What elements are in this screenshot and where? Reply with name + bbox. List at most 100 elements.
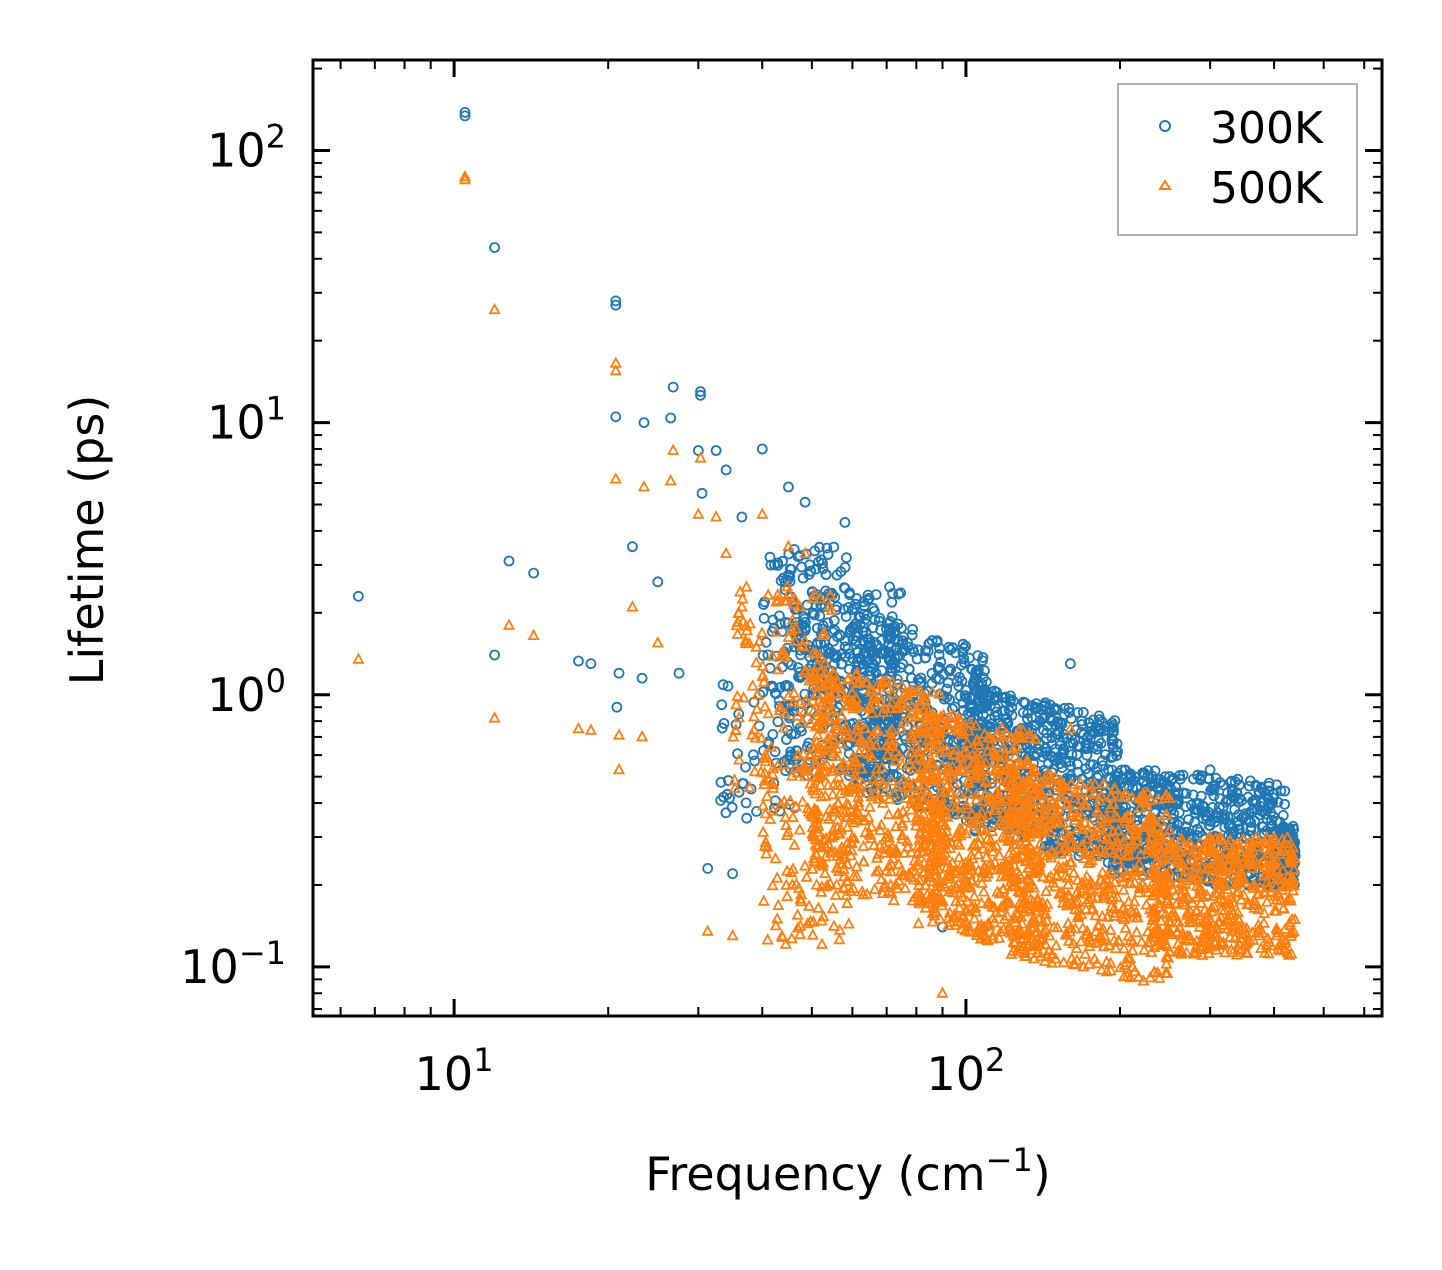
point-500K <box>1021 805 1034 817</box>
point-300K <box>1216 811 1227 823</box>
point-500K <box>1114 960 1127 973</box>
point-500K <box>934 710 947 722</box>
point-500K <box>843 765 856 777</box>
point-500K <box>1198 903 1212 915</box>
point-500K <box>997 750 1010 762</box>
point-500K <box>1115 862 1129 874</box>
point-500K <box>1050 869 1063 881</box>
point-500K <box>913 707 927 720</box>
point-500K <box>1198 934 1211 946</box>
point-300K <box>907 643 919 655</box>
point-300K <box>820 569 832 580</box>
point-500K <box>994 900 1008 913</box>
point-500K <box>1198 930 1212 943</box>
point-500K <box>1285 926 1299 938</box>
point-500K <box>1084 841 1098 853</box>
point-300K <box>885 627 897 638</box>
point-500K <box>1233 870 1246 883</box>
point-500K <box>930 835 944 848</box>
point-500K <box>1104 789 1118 801</box>
point-500K <box>1027 952 1041 964</box>
point-500K <box>842 785 855 797</box>
point-500K <box>822 778 835 790</box>
point-500K <box>1023 928 1037 940</box>
point-500K <box>825 741 838 753</box>
point-500K <box>1261 931 1274 943</box>
point-500K <box>1029 764 1042 776</box>
point-500K <box>766 767 779 779</box>
point-500K <box>958 881 972 893</box>
point-500K <box>1223 930 1237 943</box>
point-500K <box>972 847 985 860</box>
point-500K <box>1007 742 1020 754</box>
point-300K <box>665 412 677 424</box>
point-500K <box>1085 853 1098 865</box>
point-500K <box>796 715 809 727</box>
point-500K <box>996 730 1009 742</box>
point-500K <box>1242 897 1256 909</box>
point-500K <box>910 810 923 822</box>
point-500K <box>831 797 845 809</box>
point-300K <box>980 700 992 711</box>
point-500K <box>874 823 887 835</box>
point-500K <box>868 787 881 799</box>
point-500K <box>1288 912 1302 924</box>
point-500K <box>1058 825 1072 837</box>
point-500K <box>1160 808 1173 820</box>
point-500K <box>1098 845 1111 858</box>
point-500K <box>1149 841 1162 853</box>
point-500K <box>1029 904 1042 916</box>
point-300K <box>860 766 872 777</box>
point-300K <box>1081 749 1093 761</box>
point-500K <box>882 807 895 820</box>
point-500K <box>840 888 853 900</box>
point-300K <box>947 642 958 654</box>
point-500K <box>1033 856 1046 869</box>
point-500K <box>926 772 940 784</box>
point-500K <box>1019 798 1033 810</box>
point-500K <box>1091 956 1104 969</box>
point-500K <box>1042 871 1055 884</box>
point-500K <box>986 845 999 857</box>
point-300K <box>1147 778 1159 790</box>
point-300K <box>844 624 856 636</box>
point-300K <box>869 614 881 626</box>
point-500K <box>798 859 812 871</box>
point-500K <box>928 905 941 917</box>
point-500K <box>1053 862 1067 874</box>
point-500K <box>1097 889 1111 901</box>
point-500K <box>977 885 990 897</box>
point-500K <box>970 793 983 805</box>
point-500K <box>1223 833 1237 846</box>
point-300K <box>1138 767 1150 779</box>
point-500K <box>766 804 780 816</box>
point-500K <box>1179 898 1192 910</box>
point-500K <box>1211 921 1224 933</box>
point-500K <box>863 682 877 694</box>
point-500K <box>1145 945 1158 957</box>
point-500K <box>1118 790 1131 802</box>
point-500K <box>1079 902 1093 915</box>
point-500K <box>1096 922 1110 934</box>
point-300K <box>638 417 650 429</box>
point-500K <box>1164 916 1177 928</box>
point-500K <box>727 730 740 742</box>
point-500K <box>998 831 1011 843</box>
point-500K <box>750 656 763 668</box>
point-500K <box>885 723 899 735</box>
point-300K <box>692 445 704 456</box>
point-500K <box>811 839 825 851</box>
point-500K <box>1149 855 1162 868</box>
x-tick-label: 101 <box>415 1041 494 1101</box>
point-500K <box>879 674 893 686</box>
point-300K <box>1245 817 1257 828</box>
point-500K <box>975 876 989 888</box>
point-500K <box>1053 790 1066 802</box>
point-500K <box>926 755 939 767</box>
point-500K <box>798 546 812 558</box>
point-500K <box>819 809 833 821</box>
point-500K <box>1034 949 1048 961</box>
point-500K <box>815 937 829 949</box>
point-500K <box>931 848 945 861</box>
point-500K <box>1087 787 1101 799</box>
